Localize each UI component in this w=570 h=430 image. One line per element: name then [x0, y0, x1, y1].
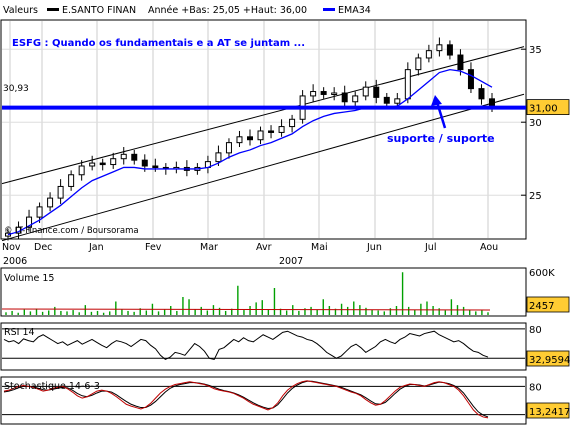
- candle-body: [78, 165, 85, 176]
- candle-body: [141, 159, 148, 167]
- rsi-line: [2, 328, 525, 361]
- candle-body: [36, 206, 43, 218]
- rsi-last-value-box: [526, 350, 570, 367]
- month-tick-label: Aou: [480, 242, 498, 253]
- candle-body: [131, 153, 138, 161]
- candle-body: [373, 86, 380, 98]
- candle-body: [26, 216, 33, 228]
- month-tick-label: Jun: [366, 242, 382, 253]
- legend-instrument: E.SANTO FINAN: [62, 5, 136, 16]
- chart-title: ESFG : Quando os fundamentais e a AT se …: [12, 38, 305, 49]
- candle-body: [404, 69, 411, 100]
- candle-body: [57, 185, 64, 199]
- month-tick-label: Dec: [34, 242, 52, 253]
- stochastic-k-line: [3, 380, 489, 419]
- rsi-last-value: 32,9594: [529, 355, 570, 366]
- rsi-series-line: [3, 330, 489, 361]
- axes: Nov Dec Jan Fev Mar Avr Mai Jun Jul Aou 2006 2007 25…: [2, 45, 570, 419]
- candle-body: [383, 96, 390, 104]
- candle-body: [467, 69, 474, 90]
- rsi-title: RSI 14: [4, 327, 35, 338]
- volume-panel: [0, 267, 527, 317]
- source-credit: © IT-Finance.com / Boursorama: [4, 226, 139, 236]
- price-last-value-box: [526, 99, 570, 115]
- ema34-series-line: [7, 68, 493, 236]
- rsi-panel: [0, 322, 527, 371]
- candle-body: [215, 152, 222, 163]
- candle-body: [110, 158, 117, 166]
- candle-body: [68, 174, 75, 187]
- stochastic-title: Stochastique 14-6-3: [4, 381, 100, 392]
- price-last-value: 31,00: [529, 104, 558, 115]
- ema-line: [7, 68, 493, 236]
- channel-lower-line: [1, 93, 525, 242]
- volume-average-line: [1, 308, 491, 311]
- legend-ema-label: EMA34: [338, 5, 371, 16]
- stochastic-panel: [0, 376, 527, 425]
- candle-body: [341, 92, 348, 103]
- month-tick-label: Jul: [424, 242, 436, 253]
- candle-body: [331, 92, 338, 95]
- candle-body: [257, 130, 264, 141]
- candle-body: [362, 86, 369, 97]
- candle-body: [310, 91, 317, 97]
- candle-body: [247, 136, 253, 141]
- candle-body: [436, 44, 443, 52]
- candle-body: [99, 162, 106, 166]
- month-tick-label: Fev: [145, 242, 162, 253]
- trend-channel: [1, 46, 525, 242]
- month-tick-label: Avr: [256, 242, 272, 253]
- volume-last-value-box: [526, 296, 570, 313]
- candle-body: [415, 57, 422, 71]
- candle-body: [320, 91, 327, 95]
- candle-body: [236, 136, 243, 144]
- month-tick-label: Mar: [200, 242, 218, 253]
- year-label: 2006: [3, 256, 27, 267]
- stochastic-d-line: [3, 380, 489, 418]
- volume-tick-label: 600K: [529, 268, 555, 279]
- legend-ema-swatch: [323, 8, 335, 11]
- price-tick-label: 30: [529, 118, 542, 129]
- legend-price-swatch: [47, 8, 59, 11]
- candle-body: [457, 54, 464, 71]
- stochastic-last-value: 13,2417: [529, 407, 570, 418]
- candle-body: [394, 98, 401, 104]
- candle-body: [120, 153, 127, 160]
- support-annotation: suporte / suporte: [387, 132, 495, 145]
- candle-body: [478, 88, 485, 100]
- channel-upper-line: [1, 46, 525, 185]
- candle-body: [268, 130, 275, 133]
- left-level-label: 30,93: [3, 84, 29, 94]
- price-tick-label: 25: [529, 191, 542, 202]
- candle-body: [289, 118, 296, 128]
- volume-title: Volume 15: [4, 273, 54, 284]
- candle-body: [278, 126, 285, 133]
- support-arrow: [431, 95, 447, 129]
- candle-body: [225, 142, 232, 154]
- stochastic-tick-label: 80: [529, 382, 542, 393]
- volume-bars: [1, 272, 491, 315]
- candle-body: [352, 95, 359, 103]
- candle-body: [446, 44, 453, 56]
- legend-series-label: Valeurs: [3, 5, 38, 16]
- year-label: 2007: [279, 256, 303, 267]
- price-tick-label: 35: [529, 45, 542, 56]
- stochastic-lines: [2, 380, 525, 419]
- candle-body: [5, 232, 11, 237]
- rsi-tick-label: 80: [529, 325, 542, 336]
- month-tick-label: Mai: [311, 242, 328, 253]
- candle-body: [152, 165, 159, 168]
- month-tick-label: Jan: [88, 242, 104, 253]
- stochastic-last-value-box: [526, 402, 570, 419]
- candle-body: [89, 162, 96, 167]
- volume-last-value: 2457: [529, 301, 554, 312]
- legend-range: Année +Bas: 25,05 +Haut: 36,00: [148, 5, 307, 16]
- candle-body: [425, 50, 432, 59]
- month-tick-label: Nov: [2, 242, 21, 253]
- candle-body: [47, 197, 54, 208]
